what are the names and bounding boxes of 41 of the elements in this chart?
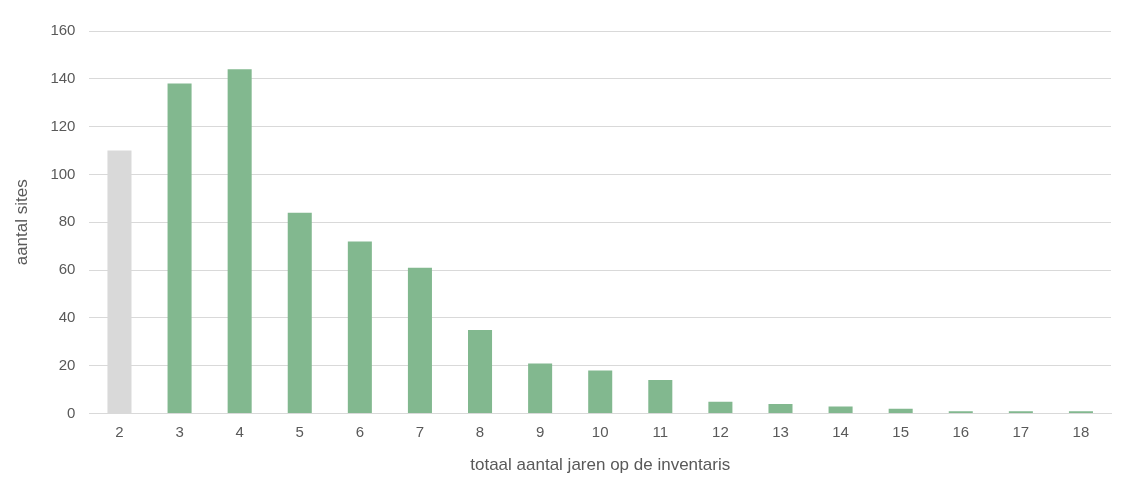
x-tick-label: 3 [175, 422, 184, 440]
x-tick-label: 4 [235, 422, 244, 440]
x-axis-title: totaal aantal jaren op de inventaris [470, 455, 731, 475]
x-tick-label: 10 [591, 422, 609, 440]
y-tick-label: 80 [58, 212, 76, 230]
x-tick-label: 14 [832, 422, 849, 440]
x-tick-label: 8 [475, 422, 485, 440]
bar [287, 212, 312, 414]
x-tick-label: 18 [1072, 422, 1090, 440]
bar [468, 329, 493, 414]
x-tick-label: 2 [115, 422, 124, 440]
x-tick-label: 5 [295, 422, 304, 440]
y-tick-label: 20 [58, 355, 76, 373]
bar [828, 406, 853, 414]
x-tick-label: 16 [952, 422, 970, 440]
bar [708, 401, 733, 414]
x-tick-label: 12 [712, 422, 729, 440]
y-tick-label: 40 [58, 308, 76, 326]
bar [648, 380, 673, 414]
bar [588, 370, 613, 414]
y-tick-label: 60 [58, 260, 76, 278]
x-tick-label: 7 [415, 422, 425, 440]
y-axis-title: aantal sites [11, 179, 31, 266]
bar [407, 267, 432, 414]
x-tick-label: 9 [535, 422, 545, 440]
bar [167, 83, 192, 414]
bar [528, 363, 553, 414]
x-tick-label: 6 [355, 422, 365, 440]
x-tick-label: 15 [892, 422, 910, 440]
x-tick-label: 13 [772, 422, 789, 440]
y-tick-label: 120 [50, 116, 76, 134]
y-tick-label: 140 [50, 68, 76, 86]
x-tick-label: 11 [652, 422, 669, 440]
bar [888, 408, 913, 414]
bar [768, 404, 793, 414]
bar [227, 69, 252, 414]
y-tick-label: 100 [50, 164, 76, 182]
bar [347, 241, 372, 414]
y-tick-label: 160 [50, 21, 76, 39]
y-tick-label: 0 [67, 403, 76, 421]
x-tick-label: 17 [1012, 422, 1030, 440]
